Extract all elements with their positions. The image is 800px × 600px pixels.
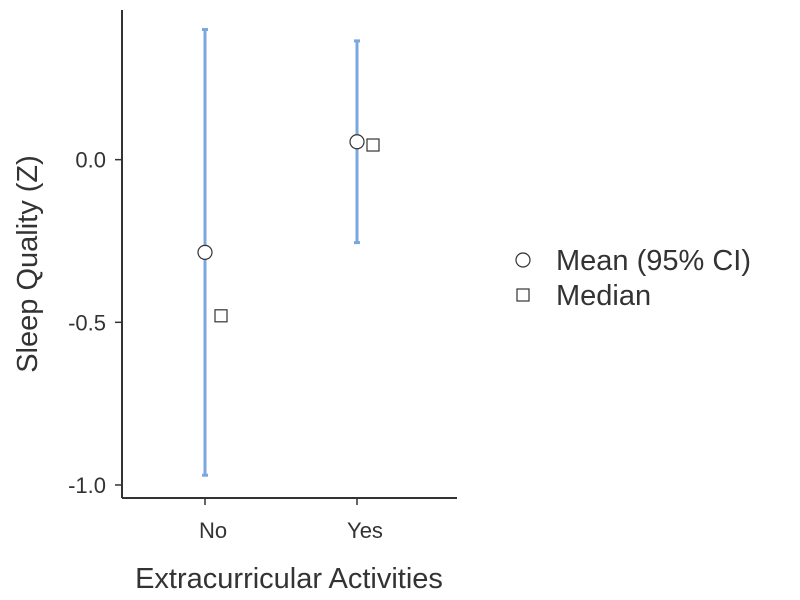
legend-mean-marker: [515, 252, 531, 268]
x-axis-title: Extracurricular Activities: [135, 563, 443, 595]
legend-mean-label: Mean (95% CI): [556, 245, 751, 277]
y-tick-label: -1.0: [68, 473, 106, 498]
y-tick-label: 0.0: [75, 148, 106, 173]
y-axis-title: Sleep Quality (Z): [12, 155, 44, 373]
median-point: [366, 138, 380, 152]
legend: Mean (95% CI) Median: [515, 245, 751, 312]
mean-point: [349, 134, 365, 150]
legend-median-marker: [516, 288, 530, 302]
x-tick-label: Yes: [347, 518, 383, 543]
median-point: [214, 309, 228, 323]
plot-area: [197, 28, 380, 477]
mean-point: [197, 244, 213, 260]
x-tick-label: No: [199, 518, 227, 543]
legend-median-label: Median: [556, 280, 651, 312]
y-tick-label: -0.5: [68, 310, 106, 335]
y-axis-ticks: 0.0 -0.5 -1.0: [68, 148, 122, 498]
x-axis-ticks: No Yes: [199, 498, 383, 543]
